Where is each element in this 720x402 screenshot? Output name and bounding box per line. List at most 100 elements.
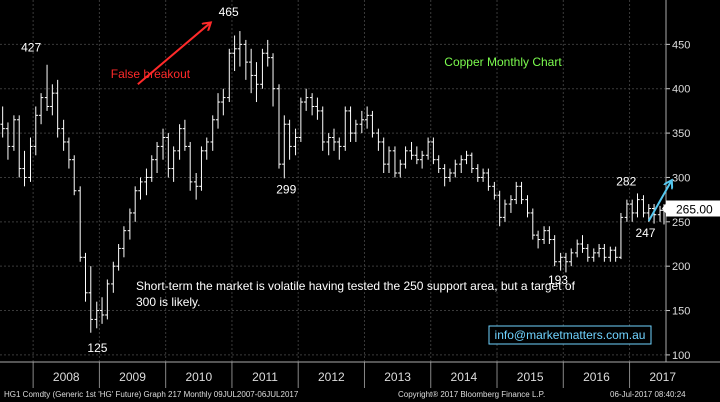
ohlc-bar [193, 173, 199, 200]
ohlc-bar [293, 128, 298, 156]
y-tick-label: 400 [672, 84, 690, 96]
ohlc-bar [337, 137, 342, 160]
ohlc-bar [160, 128, 166, 160]
ohlc-bar [591, 248, 596, 262]
red-arrow [137, 23, 210, 86]
ohlc-bar [326, 133, 331, 156]
ohlc-bar [596, 243, 602, 258]
ohlc-bar [243, 39, 249, 80]
footer-copyright: Copyright® 2017 Bloomberg Finance L.P. [398, 390, 546, 399]
ohlc-bar [480, 168, 486, 182]
ohlc-bar [392, 146, 398, 178]
watermark-box [488, 325, 652, 345]
ohlc-bar [563, 252, 569, 273]
x-tick-label: 2008 [53, 370, 80, 384]
ohlc-bar [353, 119, 359, 142]
ohlc-bar [381, 137, 386, 174]
ohlc-bar [525, 195, 530, 218]
ohlc-bar [215, 93, 221, 129]
ohlc-bar [44, 64, 50, 111]
ohlc-bar [580, 235, 585, 253]
ohlc-bar [210, 115, 215, 151]
annotation-label: 299 [276, 182, 296, 196]
ohlc-bar [144, 168, 149, 196]
y-tick-label: 350 [672, 128, 690, 140]
chart-footer: HG1 Comdty (Generic 1st 'HG' Future) Gra… [0, 388, 720, 402]
y-tick-label: 150 [672, 306, 690, 318]
ohlc-bar [585, 243, 591, 262]
ohlc-bar [77, 186, 83, 262]
ohlc-bar [315, 97, 320, 120]
ohlc-bar [608, 246, 613, 262]
ohlc-bar [187, 141, 193, 191]
ohlc-bar [72, 155, 77, 196]
ohlc-bar [265, 39, 270, 67]
y-tick-label: 250 [672, 217, 690, 229]
y-tick-label: 450 [672, 39, 690, 51]
x-tick-label: 2017 [649, 370, 676, 384]
ohlc-bar [630, 199, 635, 222]
commentary-line: Short-term the market is volatile having… [136, 279, 576, 293]
last-price-label: 265.00 [676, 203, 713, 217]
annotation-label: 465 [219, 5, 239, 19]
ohlc-bar [132, 186, 138, 222]
ohlc-bar [99, 297, 105, 324]
ohlc-bar [33, 106, 38, 156]
ohlc-bar [343, 106, 348, 151]
ohlc-bar [232, 35, 237, 71]
ohlc-bar [182, 119, 188, 151]
ohlc-bar [547, 226, 552, 244]
ohlc-bar [121, 226, 127, 258]
copper-monthly-chart: 100 150 200 250 300 350 400 450 2008 2009 2010 2011… [0, 0, 720, 388]
ohlc-bar [569, 248, 574, 267]
blue-arrow [647, 181, 672, 222]
watermark-text: info@marketmatters.com.au [495, 328, 646, 342]
ohlc-bar [5, 122, 11, 160]
last-price-box [666, 200, 720, 217]
ohlc-bar [530, 208, 535, 240]
ohlc-bar [613, 246, 618, 262]
ohlc-bar [552, 235, 557, 267]
ohlc-bar [519, 181, 524, 205]
ohlc-bar [116, 243, 121, 271]
ohlc-bar [651, 204, 657, 224]
ohlc-bar [398, 159, 403, 178]
ohlc-bar [50, 84, 55, 116]
ohlc-bar [221, 88, 226, 116]
ohlc-bar [602, 243, 607, 262]
x-tick-label: 2014 [451, 370, 478, 384]
commentary-line: 300 is likely. [136, 295, 200, 309]
ohlc-bar [320, 106, 325, 151]
annotation-label: False breakout [111, 67, 191, 81]
ohlc-bar [303, 88, 309, 111]
ohlc-bar [442, 164, 447, 187]
ohlc-bar [227, 48, 232, 103]
ohlc-bar [370, 110, 375, 138]
ohlc-bar [618, 212, 624, 260]
ohlc-bar [177, 124, 182, 160]
plot-area [0, 0, 666, 362]
ohlc-bar [331, 128, 337, 151]
ohlc-bar [508, 195, 514, 213]
ohlc-bar [502, 199, 508, 222]
ohlc-bar [66, 137, 72, 169]
x-tick-label: 2011 [252, 370, 278, 384]
ohlc-bar [287, 119, 292, 160]
ohlc-bar [469, 152, 475, 174]
ohlc-bar [171, 146, 176, 182]
y-tick-label: 100 [672, 350, 690, 362]
ohlc-bar [38, 93, 44, 125]
ohlc-bar [270, 53, 276, 107]
ohlc-bar [61, 119, 66, 151]
ohlc-bar [138, 177, 143, 200]
ohlc-bar [237, 31, 243, 67]
chart-title: Copper Monthly Chart [444, 55, 562, 69]
ohlc-bar [83, 252, 88, 302]
footer-security-info: HG1 Comdty (Generic 1st 'HG' Future) Gra… [4, 390, 299, 399]
ohlc-bar [88, 266, 93, 333]
ohlc-bar [298, 97, 304, 142]
ohlc-bar [149, 155, 154, 182]
ohlc-bar [376, 128, 381, 151]
ohlc-bar [359, 110, 365, 134]
ohlc-bar [127, 208, 133, 240]
